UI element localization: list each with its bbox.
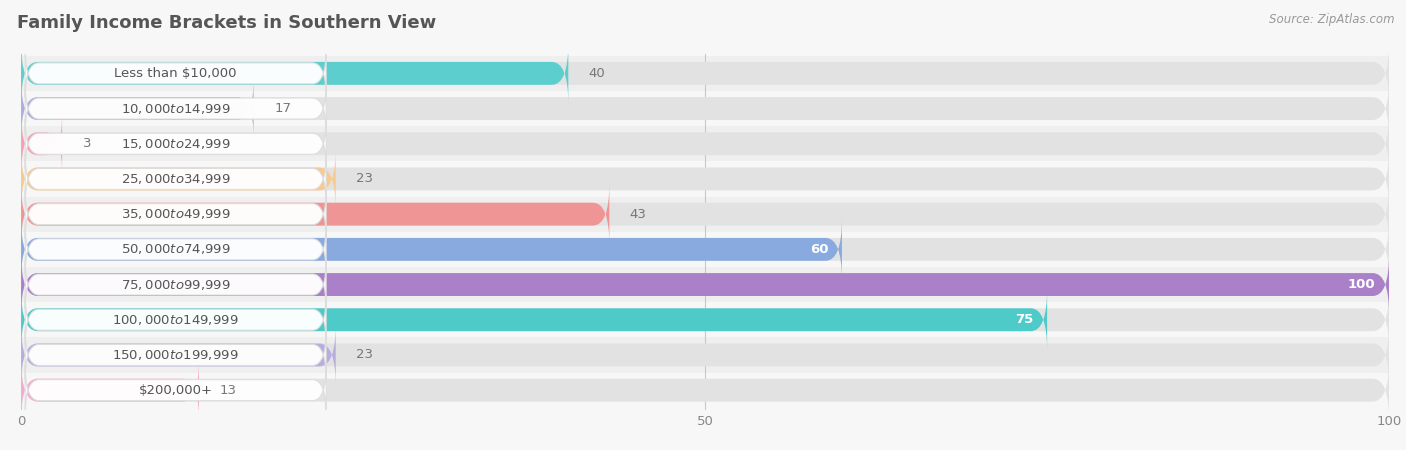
FancyBboxPatch shape bbox=[21, 148, 336, 210]
FancyBboxPatch shape bbox=[25, 49, 326, 98]
FancyBboxPatch shape bbox=[21, 43, 1389, 104]
FancyBboxPatch shape bbox=[25, 260, 326, 309]
FancyBboxPatch shape bbox=[21, 324, 336, 386]
Text: 3: 3 bbox=[83, 137, 91, 150]
Text: Less than $10,000: Less than $10,000 bbox=[114, 67, 238, 80]
Bar bbox=[21, 126, 1389, 162]
FancyBboxPatch shape bbox=[21, 254, 1389, 315]
Bar bbox=[21, 56, 1389, 91]
Text: $200,000+: $200,000+ bbox=[139, 384, 212, 396]
FancyBboxPatch shape bbox=[21, 324, 1389, 386]
FancyBboxPatch shape bbox=[25, 225, 326, 274]
FancyBboxPatch shape bbox=[21, 183, 1389, 245]
Text: 60: 60 bbox=[810, 243, 828, 256]
FancyBboxPatch shape bbox=[21, 289, 1047, 351]
Bar bbox=[21, 91, 1389, 126]
FancyBboxPatch shape bbox=[21, 183, 609, 245]
Text: $35,000 to $49,999: $35,000 to $49,999 bbox=[121, 207, 231, 221]
FancyBboxPatch shape bbox=[21, 360, 198, 421]
Bar bbox=[21, 197, 1389, 232]
FancyBboxPatch shape bbox=[21, 113, 1389, 175]
FancyBboxPatch shape bbox=[21, 78, 253, 140]
FancyBboxPatch shape bbox=[25, 365, 326, 415]
FancyBboxPatch shape bbox=[25, 295, 326, 344]
FancyBboxPatch shape bbox=[21, 289, 1389, 351]
Text: 43: 43 bbox=[630, 207, 647, 220]
Text: $25,000 to $34,999: $25,000 to $34,999 bbox=[121, 172, 231, 186]
Text: 23: 23 bbox=[356, 172, 373, 185]
FancyBboxPatch shape bbox=[21, 43, 568, 104]
FancyBboxPatch shape bbox=[25, 330, 326, 380]
Text: 75: 75 bbox=[1015, 313, 1033, 326]
Bar bbox=[21, 232, 1389, 267]
Text: $100,000 to $149,999: $100,000 to $149,999 bbox=[112, 313, 239, 327]
Text: $10,000 to $14,999: $10,000 to $14,999 bbox=[121, 102, 231, 116]
Text: Family Income Brackets in Southern View: Family Income Brackets in Southern View bbox=[17, 14, 436, 32]
Bar bbox=[21, 267, 1389, 302]
Text: $15,000 to $24,999: $15,000 to $24,999 bbox=[121, 137, 231, 151]
Bar bbox=[21, 162, 1389, 197]
Text: 17: 17 bbox=[274, 102, 291, 115]
Bar bbox=[21, 302, 1389, 338]
Text: 23: 23 bbox=[356, 348, 373, 361]
FancyBboxPatch shape bbox=[21, 148, 1389, 210]
Text: $50,000 to $74,999: $50,000 to $74,999 bbox=[121, 243, 231, 256]
FancyBboxPatch shape bbox=[21, 254, 1389, 315]
FancyBboxPatch shape bbox=[21, 219, 842, 280]
FancyBboxPatch shape bbox=[25, 189, 326, 239]
FancyBboxPatch shape bbox=[21, 219, 1389, 280]
Bar bbox=[21, 338, 1389, 373]
Text: $75,000 to $99,999: $75,000 to $99,999 bbox=[121, 278, 231, 292]
Text: 40: 40 bbox=[589, 67, 606, 80]
Text: 100: 100 bbox=[1348, 278, 1375, 291]
Bar bbox=[21, 373, 1389, 408]
FancyBboxPatch shape bbox=[25, 154, 326, 204]
Text: 13: 13 bbox=[219, 384, 236, 396]
Text: Source: ZipAtlas.com: Source: ZipAtlas.com bbox=[1270, 14, 1395, 27]
FancyBboxPatch shape bbox=[25, 119, 326, 168]
FancyBboxPatch shape bbox=[21, 113, 62, 175]
FancyBboxPatch shape bbox=[21, 360, 1389, 421]
FancyBboxPatch shape bbox=[21, 78, 1389, 140]
Text: $150,000 to $199,999: $150,000 to $199,999 bbox=[112, 348, 239, 362]
FancyBboxPatch shape bbox=[25, 84, 326, 133]
